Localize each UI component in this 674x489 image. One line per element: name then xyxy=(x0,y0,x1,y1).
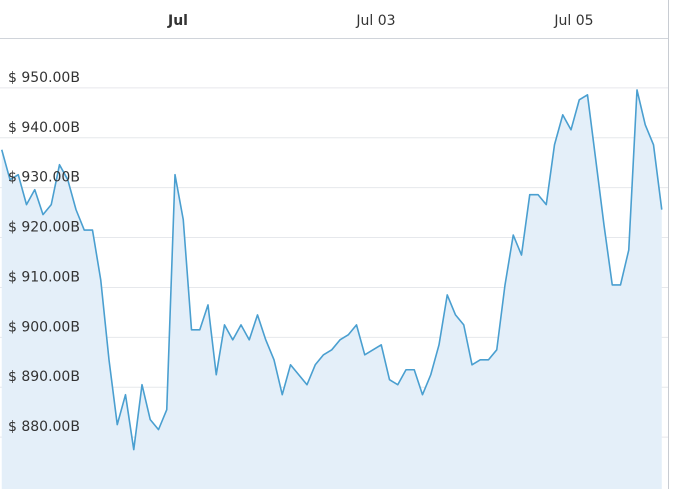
line xyxy=(0,89,663,451)
area xyxy=(1,89,662,489)
y-tick-label: $ 890.00B xyxy=(8,369,80,385)
x-tick-label: Jul xyxy=(167,13,188,29)
x-tick-label: Jul 03 xyxy=(355,13,395,29)
y-tick-label: $ 910.00B xyxy=(8,269,80,285)
y-tick-label: $ 880.00B xyxy=(8,419,80,435)
y-tick-label: $ 920.00B xyxy=(8,220,80,236)
y-tick-label: $ 930.00B xyxy=(8,170,80,186)
x-tick-label: Jul 05 xyxy=(553,13,593,29)
y-tick-label: $ 900.00B xyxy=(8,319,80,335)
y-tick-label: $ 950.00B xyxy=(8,70,80,86)
y-tick-label: $ 940.00B xyxy=(8,120,80,136)
